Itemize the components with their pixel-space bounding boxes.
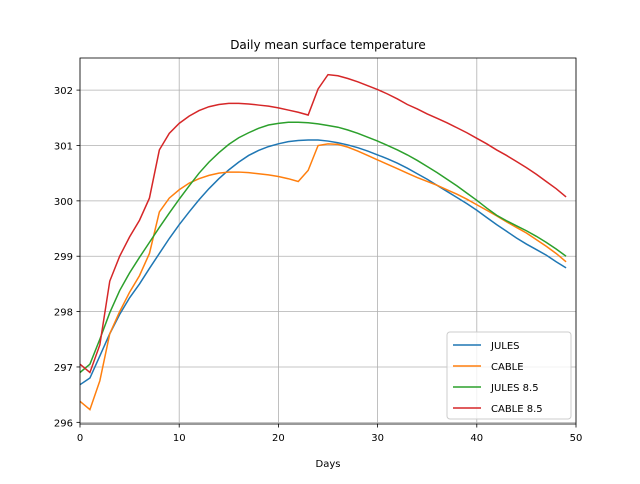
x-tick-label: 40 bbox=[470, 433, 483, 444]
legend-box bbox=[446, 331, 572, 420]
chart-title: Daily mean surface temperature bbox=[230, 38, 426, 52]
y-tick-label: 299 bbox=[54, 252, 73, 263]
legend-label: CABLE bbox=[491, 362, 524, 373]
plot-frame bbox=[79, 57, 577, 425]
x-tick-label: 30 bbox=[371, 433, 384, 444]
line bbox=[79, 73, 567, 374]
x-tick-label: 10 bbox=[173, 433, 186, 444]
line bbox=[79, 121, 567, 374]
y-tick-label: 297 bbox=[54, 363, 73, 374]
x-tick-label: 50 bbox=[570, 433, 583, 444]
line bbox=[79, 139, 567, 386]
legend-label: JULES 8.5 bbox=[490, 383, 539, 394]
x-axis-label: Days bbox=[316, 459, 341, 470]
y-tick-label: 301 bbox=[54, 141, 73, 152]
legend-label: JULES bbox=[490, 341, 520, 352]
y-tick-label: 302 bbox=[54, 86, 73, 97]
x-tick-label: 20 bbox=[272, 433, 285, 444]
y-tick-label: 298 bbox=[54, 308, 73, 319]
y-tick-label: 300 bbox=[54, 197, 73, 208]
legend-label: CABLE 8.5 bbox=[491, 404, 543, 415]
y-tick-label: 296 bbox=[54, 418, 73, 429]
line bbox=[79, 143, 567, 411]
x-tick-label: 0 bbox=[77, 433, 83, 444]
